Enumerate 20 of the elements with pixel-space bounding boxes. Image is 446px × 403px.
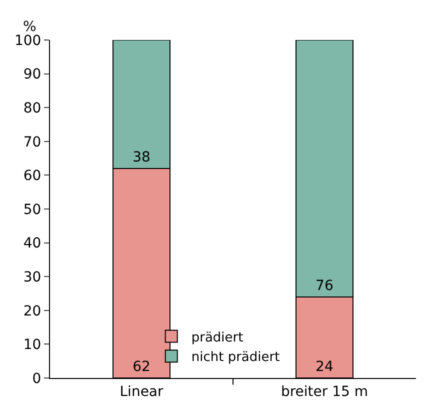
data-label: 62 — [132, 359, 150, 375]
y-tick-label: 30 — [23, 270, 42, 286]
data-label: 24 — [316, 359, 334, 375]
y-tick-label: 40 — [23, 236, 42, 252]
x-tick-label: Linear — [120, 384, 164, 400]
y-tick-label: 10 — [23, 337, 42, 354]
legend-label: prädiert — [191, 330, 244, 346]
data-label: 76 — [316, 278, 334, 294]
y-tick-label: 50 — [23, 202, 42, 218]
legend-label: nicht prädiert — [191, 350, 280, 366]
y-tick-label: 100 — [14, 32, 42, 49]
y-tick-label: 60 — [23, 168, 42, 184]
y-tick-label: 0 — [32, 370, 42, 387]
y-axis-title: % — [23, 19, 36, 35]
y-tick-label: 70 — [23, 134, 42, 150]
y-tick-label: 80 — [23, 100, 42, 116]
y-tick-label: 20 — [23, 303, 42, 320]
data-label: 38 — [132, 149, 150, 166]
x-tick-label: breiter 15 m — [280, 384, 368, 400]
y-tick-label: 90 — [23, 66, 42, 83]
